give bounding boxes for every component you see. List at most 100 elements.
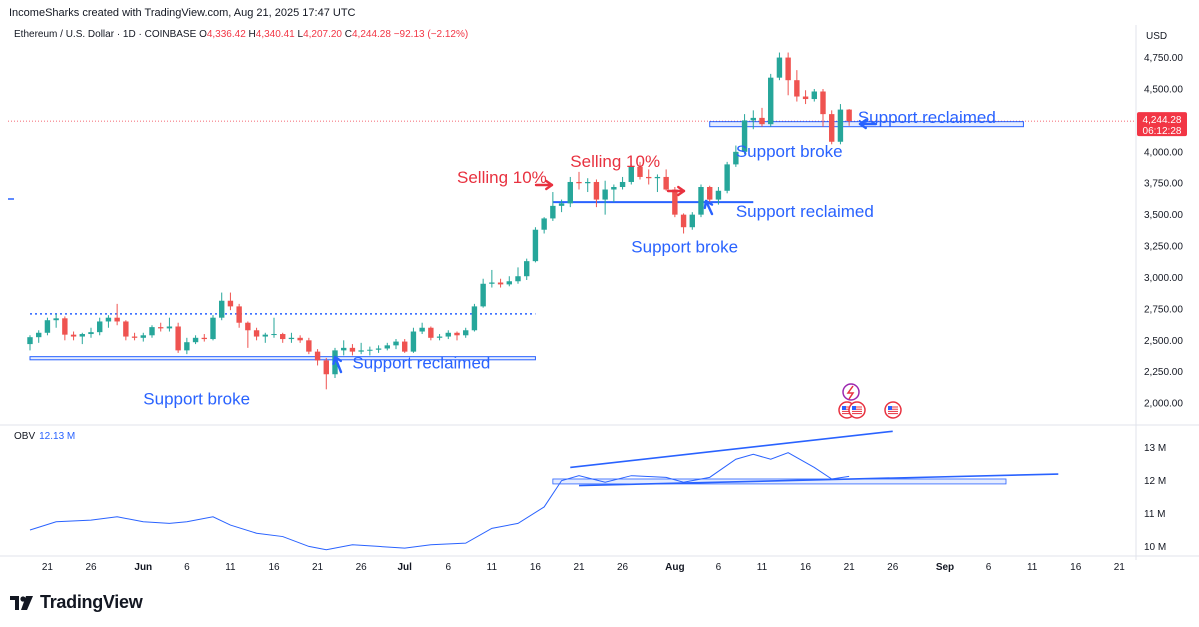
symbol-title: Ethereum / U.S. Dollar · 1D · COINBASE <box>14 29 197 40</box>
price-tick-label: 2,500.00 <box>1144 336 1183 347</box>
price-tick-label: 2,250.00 <box>1144 367 1183 378</box>
time-tick-label: 6 <box>986 562 992 573</box>
time-tick-label: 11 <box>225 562 236 573</box>
candle-body <box>663 176 669 190</box>
candle-body <box>436 336 443 338</box>
time-tick-label: Jun <box>134 562 152 573</box>
candle <box>506 276 512 287</box>
candle <box>724 161 730 194</box>
candle-body <box>698 187 704 215</box>
last-price-value: 4,244.28 <box>1143 115 1182 126</box>
candle-body <box>114 317 120 322</box>
candle <box>654 174 661 193</box>
candle <box>532 227 539 263</box>
candle-body <box>741 120 748 152</box>
arrow-icon-head <box>545 179 554 191</box>
candle <box>210 315 216 341</box>
candle <box>759 107 765 127</box>
candle <box>593 179 600 208</box>
candle-body <box>123 321 129 337</box>
candle <box>62 316 68 341</box>
candle <box>175 322 181 353</box>
arrow-icon-head <box>703 199 714 210</box>
candle-body <box>402 341 408 352</box>
candle <box>741 114 748 155</box>
candle-body <box>628 166 634 182</box>
candle-body <box>550 205 556 219</box>
ohlc-label-h: H <box>245 29 256 40</box>
price-tick-label: 3,000.00 <box>1144 273 1183 284</box>
candle-body <box>829 114 835 142</box>
candle <box>585 178 591 193</box>
candle-body <box>358 350 364 352</box>
candle-body <box>672 189 678 215</box>
candle <box>36 330 42 343</box>
candle-body <box>820 91 826 115</box>
candle <box>402 339 408 353</box>
candle-body <box>27 337 33 345</box>
candle-body <box>733 151 739 165</box>
candle-body <box>62 318 68 335</box>
candle-body <box>724 164 730 191</box>
candle-body <box>602 189 608 200</box>
candle <box>297 335 303 343</box>
time-tick-label: Aug <box>665 562 684 573</box>
candle <box>611 184 617 203</box>
candle <box>27 335 33 351</box>
candle-body <box>79 334 85 337</box>
candle <box>227 292 234 311</box>
candle-body <box>637 166 643 177</box>
candle-body <box>219 300 225 318</box>
candle-body <box>175 326 181 351</box>
time-tick-label: 16 <box>268 562 280 573</box>
candle-body <box>541 218 547 230</box>
price-tick-label: 4,500.00 <box>1144 84 1183 95</box>
obv-zone-box <box>552 478 1007 485</box>
candle <box>680 213 687 234</box>
time-tick-label: 11 <box>1027 562 1038 573</box>
candle-body <box>837 109 844 142</box>
candle <box>419 322 425 335</box>
candle <box>123 320 129 341</box>
annotation-label: Support reclaimed <box>352 354 490 373</box>
ohlc-label-o: O <box>199 29 207 40</box>
time-tick-label: 16 <box>530 562 542 573</box>
candle <box>219 292 225 321</box>
candle-body <box>44 320 51 333</box>
price-tick-label: 2,000.00 <box>1144 399 1183 410</box>
candle-body <box>768 77 774 125</box>
candle-body <box>428 327 434 338</box>
candle <box>846 109 852 126</box>
price-change: −92.13 (−2.12%) <box>393 29 469 40</box>
candle-body <box>802 96 809 100</box>
price-tick-label: 3,250.00 <box>1144 242 1183 253</box>
candle <box>497 278 504 288</box>
price-tick-label: 4,750.00 <box>1144 53 1183 64</box>
ohlc-label-c: C <box>342 29 352 40</box>
candle-body <box>419 327 425 332</box>
candle-body <box>192 337 199 343</box>
candle-body <box>846 109 852 122</box>
price-tick-label: 2,750.00 <box>1144 304 1183 315</box>
candle <box>131 332 138 341</box>
obv-legend: OBV 12.13 M <box>14 431 75 442</box>
candle-body <box>297 337 303 341</box>
candle-body <box>759 117 765 125</box>
candle <box>489 269 495 288</box>
time-tick-label: 26 <box>617 562 629 573</box>
candle-body <box>750 117 756 121</box>
obv-title: OBV <box>14 431 36 442</box>
candle-body <box>410 331 417 352</box>
candle <box>558 199 565 213</box>
time-tick-label: 21 <box>844 562 856 573</box>
candle <box>349 344 356 356</box>
time-tick-label: 21 <box>42 562 54 573</box>
candle-body <box>445 332 451 337</box>
candle <box>541 217 547 234</box>
candle <box>768 73 774 127</box>
arrow-icon <box>333 355 343 374</box>
candle <box>105 315 112 328</box>
candle-body <box>811 91 817 100</box>
last-price-badge <box>1137 112 1187 137</box>
